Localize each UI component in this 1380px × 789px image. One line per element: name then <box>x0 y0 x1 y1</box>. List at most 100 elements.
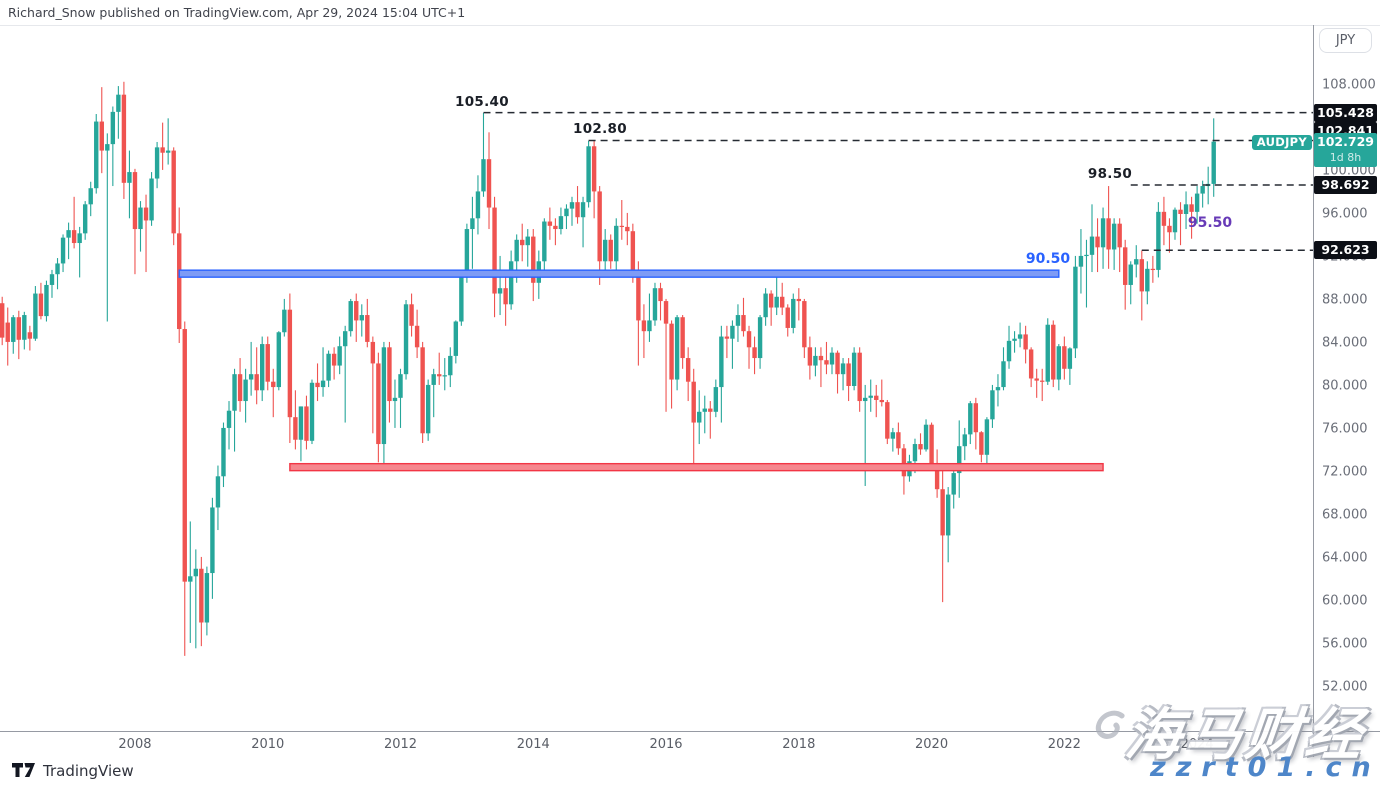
candle <box>431 374 436 385</box>
candle <box>448 355 453 376</box>
candle <box>614 225 619 262</box>
price-axis-label: 60.000 <box>1322 593 1368 609</box>
price-axis-label: 56.000 <box>1322 636 1368 652</box>
candle <box>287 309 293 418</box>
candle <box>16 317 21 340</box>
candle <box>1139 259 1144 292</box>
candle <box>365 315 370 342</box>
candle <box>641 320 647 332</box>
price-axis-label: 52.000 <box>1322 679 1368 695</box>
horizontal-band[interactable] <box>178 269 1060 278</box>
candle <box>215 476 221 508</box>
currency-toggle-button[interactable]: JPY <box>1319 28 1372 53</box>
current-price-box: 102.729 1d 8h <box>1314 132 1377 167</box>
horizontal-band[interactable] <box>289 462 1104 472</box>
candle <box>204 573 210 623</box>
candle <box>896 432 901 449</box>
candle <box>1017 334 1023 339</box>
time-axis-label: 2020 <box>915 737 949 752</box>
candle <box>774 296 779 308</box>
candle <box>968 403 973 435</box>
candle <box>746 331 752 348</box>
candle <box>298 406 304 440</box>
candle <box>780 296 785 308</box>
candle <box>1078 255 1084 267</box>
candle <box>486 159 492 208</box>
candle <box>188 576 193 582</box>
candle <box>82 204 88 234</box>
candle <box>1062 346 1067 369</box>
candle <box>890 432 896 439</box>
level-label-10280: 102.80 <box>573 121 627 138</box>
candle <box>674 317 680 380</box>
candle <box>1067 348 1073 369</box>
candle <box>857 352 862 402</box>
candle <box>934 463 940 490</box>
price-axis-border <box>1313 25 1314 757</box>
watermark-site-url[interactable]: zzrt01.cn <box>1150 752 1380 783</box>
candle <box>929 424 934 464</box>
candle <box>663 301 669 324</box>
candle <box>840 363 846 375</box>
candle <box>77 233 82 244</box>
candle <box>414 325 420 348</box>
candle <box>1095 236 1100 248</box>
candle <box>331 353 337 366</box>
candle <box>342 331 348 347</box>
candle <box>984 419 990 455</box>
candle <box>337 346 342 366</box>
candle <box>409 304 414 326</box>
candle <box>597 191 602 262</box>
time-axis-label: 2016 <box>649 737 683 752</box>
candle <box>265 344 270 382</box>
candle <box>226 410 232 428</box>
candle <box>1194 193 1200 212</box>
candle <box>901 448 907 477</box>
candle <box>553 225 558 230</box>
candle <box>359 315 364 321</box>
axis-price-box-105428: 105.428 <box>1314 103 1377 122</box>
candle <box>0 303 5 338</box>
attribution-text: Richard_Snow published on TradingView.co… <box>8 5 466 20</box>
candle <box>387 347 392 402</box>
candle <box>957 446 962 474</box>
candle <box>1023 334 1028 350</box>
candle <box>453 321 459 356</box>
candle <box>376 363 381 445</box>
candle <box>22 315 27 340</box>
candle <box>442 375 447 377</box>
axis-price-box-92623: 92.623 <box>1314 241 1377 260</box>
tradingview-logo[interactable]: TradingView <box>12 762 134 780</box>
candle <box>88 188 93 205</box>
candle <box>199 568 204 623</box>
candle <box>105 144 110 151</box>
candle <box>708 408 713 412</box>
level-label-9850: 98.50 <box>1087 166 1133 183</box>
candle <box>1045 324 1050 382</box>
candle <box>763 293 768 318</box>
candle <box>309 382 315 441</box>
candle <box>851 352 857 386</box>
price-axis-label: 96.000 <box>1322 206 1368 222</box>
candle <box>293 417 298 440</box>
candle <box>713 387 719 412</box>
candle <box>1134 259 1139 265</box>
candle <box>1056 346 1062 380</box>
candle <box>846 363 851 386</box>
candle <box>741 315 746 332</box>
candle <box>1034 378 1039 381</box>
candle <box>862 397 868 402</box>
candle <box>182 329 187 582</box>
candle <box>193 568 199 577</box>
candle <box>525 236 530 246</box>
candle <box>680 317 685 359</box>
candle <box>602 239 608 262</box>
support-label-9050: 90.50 <box>1025 250 1071 267</box>
time-axis-label: 2008 <box>118 737 152 752</box>
candle <box>127 172 132 183</box>
candle <box>425 384 431 434</box>
candle <box>94 121 99 189</box>
candle <box>27 332 33 339</box>
